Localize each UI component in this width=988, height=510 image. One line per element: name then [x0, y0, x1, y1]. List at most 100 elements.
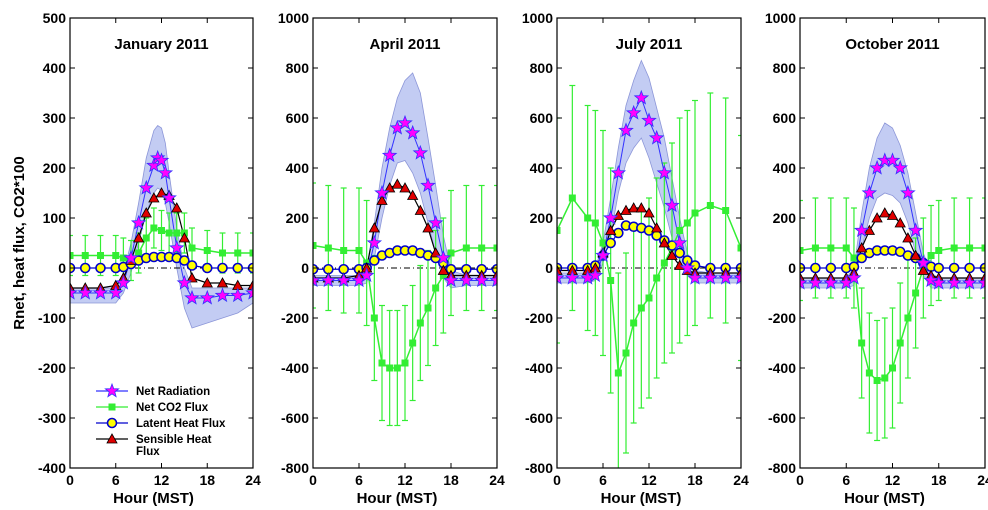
- net-radiation-point: [115, 274, 132, 290]
- net-radiation-point: [702, 269, 719, 285]
- sensible-heat-point: [879, 207, 891, 218]
- panel-title: April 2011: [370, 36, 441, 53]
- latent-heat-point: [605, 237, 616, 249]
- co2-point: [737, 244, 741, 252]
- net-radiation-point: [374, 184, 390, 200]
- co2-point: [188, 244, 196, 252]
- net-radiation-point: [564, 269, 581, 285]
- legend-label: Sensible Heat: [136, 434, 212, 446]
- sensible-heat-point: [376, 194, 388, 205]
- plot-area: [70, 124, 253, 329]
- sensible-heat-point: [186, 272, 198, 283]
- net-radiation-point: [199, 289, 215, 305]
- x-tick-label: 18: [199, 472, 215, 488]
- y-tick-label: 0: [301, 260, 309, 276]
- net-radiation-point: [77, 284, 93, 300]
- sensible-heat-point: [422, 222, 434, 233]
- co2-point: [614, 369, 622, 377]
- net-radiation-point: [595, 247, 611, 263]
- y-tick-label: 400: [286, 160, 310, 176]
- y-tick-label: -800: [281, 460, 309, 476]
- co2-point: [850, 254, 858, 262]
- sensible-heat-point: [171, 202, 183, 213]
- co2-point: [432, 284, 440, 292]
- net-radiation-point: [435, 249, 452, 265]
- panel-title: October 2011: [845, 36, 939, 53]
- net-radiation-point: [473, 272, 490, 288]
- x-tick-label: 24: [733, 472, 749, 488]
- net-radiation-point: [358, 267, 375, 283]
- co2-point: [912, 289, 920, 297]
- co2-point: [865, 369, 873, 377]
- sensible-heat-point: [216, 277, 229, 288]
- net-radiation-point: [138, 179, 154, 195]
- sensible-heat-point: [855, 242, 868, 253]
- y-tick-label: 0: [545, 260, 553, 276]
- net-radiation-point: [915, 254, 932, 270]
- net-radiation-band: [557, 59, 741, 284]
- net-radiation-point: [664, 197, 680, 213]
- net-radiation-point: [427, 214, 444, 230]
- sensible-heat-point: [604, 224, 617, 235]
- latent-heat-point: [313, 263, 319, 275]
- net-radiation-point: [907, 222, 924, 238]
- co2-point: [70, 252, 74, 259]
- co2-point: [676, 227, 684, 234]
- net-radiation-point: [313, 272, 321, 288]
- co2-point: [568, 194, 576, 202]
- sensible-heat-point: [247, 279, 253, 290]
- co2-point: [416, 319, 424, 327]
- net-radiation-point: [335, 272, 352, 288]
- legend-star-marker: [104, 382, 120, 398]
- net-radiation-point: [412, 144, 429, 160]
- y-tick-label: 1000: [765, 10, 796, 26]
- net-radiation-point: [946, 274, 962, 290]
- sensible-heat-point: [902, 232, 914, 243]
- net-radiation-point: [123, 249, 139, 265]
- panel-1: -800 -600 -400 -200 0 200 400 600 800 1000 0 6 12 18 2…: [278, 10, 505, 507]
- co2-point: [401, 359, 409, 367]
- co2-point: [904, 314, 912, 322]
- co2-point: [135, 249, 143, 257]
- sensible-heat-point: [909, 249, 922, 260]
- x-tick-label: 12: [154, 472, 170, 488]
- co2-point: [439, 272, 447, 279]
- co2-point: [462, 244, 470, 252]
- panel-2: -800 -600 -400 -200 0 200 400 600 800 1000 0 6 12 18 2…: [522, 10, 749, 507]
- co2-point: [683, 219, 691, 227]
- sensible-heat-point: [886, 209, 899, 220]
- co2-point: [424, 304, 432, 312]
- net-radiation-point: [70, 284, 78, 300]
- y-tick-label: 600: [530, 110, 554, 126]
- x-tick-label: 6: [599, 472, 607, 488]
- sensible-heat-point: [917, 264, 930, 275]
- y-tick-label: 500: [43, 10, 67, 26]
- sensible-heat-point: [399, 182, 411, 193]
- y-tick-label: -400: [38, 460, 66, 476]
- y-tick-label: 200: [773, 210, 797, 226]
- co2-point: [800, 247, 804, 254]
- plot-area: [313, 72, 497, 427]
- sensible-heat-line: [313, 183, 497, 279]
- net-radiation-point: [861, 184, 878, 200]
- net-radiation-point: [184, 289, 200, 305]
- co2-point: [889, 364, 896, 372]
- net-radiation-point: [923, 272, 939, 288]
- legend-label-cont: Flux: [136, 446, 160, 458]
- co2-point: [478, 244, 486, 252]
- co2-point: [158, 227, 165, 234]
- net-radiation-point: [157, 164, 174, 180]
- legend: Net Radiation Net CO2 Flux Latent Heat Flu…: [89, 377, 249, 463]
- x-tick-label: 24: [489, 472, 505, 488]
- net-radiation-point: [679, 259, 696, 275]
- sensible-heat-point: [406, 189, 419, 200]
- co2-point: [858, 339, 866, 347]
- net-radiation-point: [671, 234, 688, 250]
- y-tick-label: -400: [768, 360, 796, 376]
- y-tick-label: 0: [58, 260, 66, 276]
- sensible-heat-point: [414, 204, 427, 215]
- latent-heat-point: [179, 255, 190, 266]
- sensible-heat-point: [429, 247, 442, 258]
- sensible-heat-point: [894, 217, 906, 228]
- co2-point: [386, 364, 394, 372]
